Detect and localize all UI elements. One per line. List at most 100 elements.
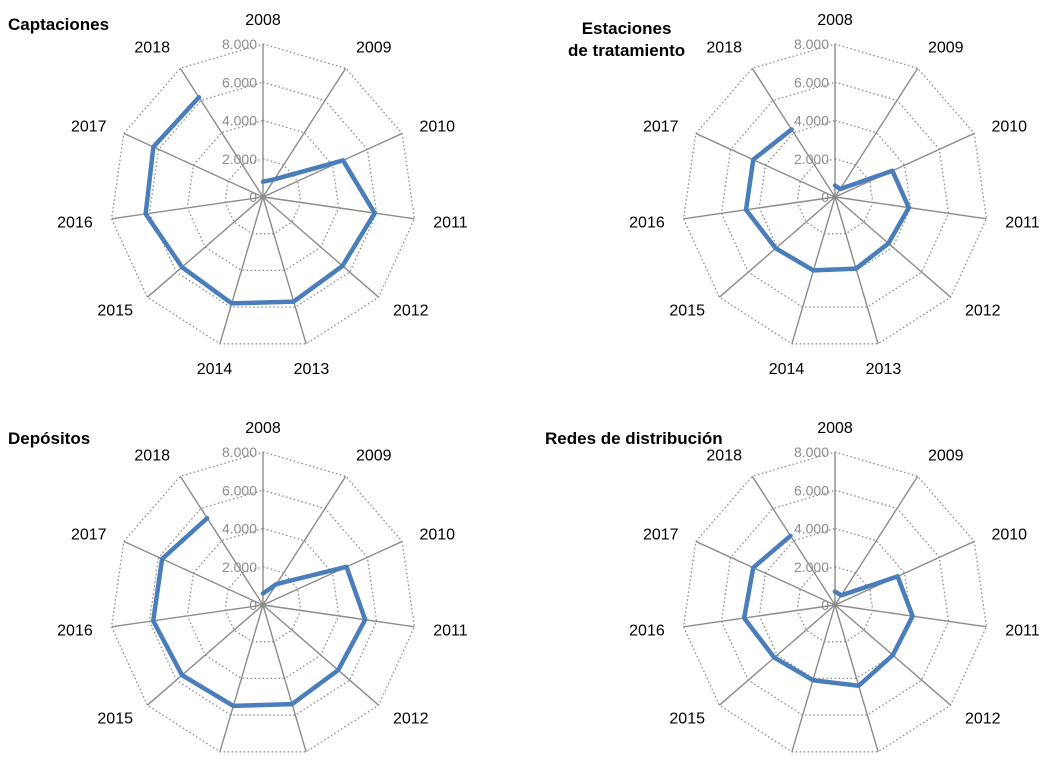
axis-spoke (179, 475, 264, 606)
axis-spoke (834, 540, 975, 606)
grid-ring (148, 489, 378, 716)
category-label: 2015 (669, 303, 705, 320)
category-label: 2008 (817, 420, 853, 437)
grid-ring (186, 527, 340, 680)
category-label: 2017 (643, 527, 679, 544)
category-label: 2015 (97, 303, 133, 320)
axis-spoke (111, 196, 264, 220)
tick-label: 4.000 (222, 113, 257, 129)
category-label: 2018 (706, 39, 742, 56)
tick-label: 0 (249, 189, 257, 205)
category-label: 2010 (419, 119, 455, 136)
category-label: 2012 (393, 711, 429, 728)
category-label: 2018 (134, 39, 170, 56)
category-label: 2016 (57, 622, 93, 639)
tick-label: 6.000 (794, 74, 829, 90)
axis-spoke (262, 604, 307, 752)
axis-spoke (123, 540, 264, 606)
axis-spoke (219, 604, 264, 752)
category-label: 2011 (433, 214, 468, 231)
tick-label: 0 (249, 597, 257, 613)
category-label: 2013 (866, 361, 902, 378)
category-label: 2009 (928, 447, 964, 464)
axis-spoke (834, 475, 919, 606)
category-label: 2008 (245, 420, 281, 437)
tick-label: 6.000 (222, 482, 257, 498)
axis-spoke (262, 67, 347, 198)
tick-label: 8.000 (794, 36, 829, 52)
tick-label: 4.000 (794, 521, 829, 537)
category-label: 2010 (991, 527, 1027, 544)
axis-spoke (751, 475, 836, 606)
category-label: 2009 (928, 39, 964, 56)
tick-label: 4.000 (794, 113, 829, 129)
category-label: 2017 (643, 119, 679, 136)
axis-spoke (834, 196, 952, 298)
axis-spoke (834, 132, 975, 198)
grid-ring (758, 527, 912, 680)
category-label: 2017 (71, 527, 107, 544)
axis-spoke (219, 196, 264, 344)
category-label: 2018 (134, 447, 170, 464)
category-label: 2008 (245, 12, 281, 29)
chart-title: Redes de distribución (545, 429, 723, 448)
axis-spoke (146, 604, 264, 706)
category-label: 2012 (965, 711, 1001, 728)
axis-spoke (262, 540, 403, 606)
tick-label: 0 (821, 597, 829, 613)
category-label: 2009 (356, 39, 392, 56)
category-label: 2017 (71, 119, 107, 136)
tick-label: 2.000 (794, 151, 829, 167)
axis-spoke (179, 67, 264, 198)
grid-ring (720, 489, 950, 716)
tick-label: 8.000 (222, 444, 257, 460)
category-label: 2008 (817, 12, 853, 29)
axis-spoke (262, 196, 415, 220)
category-label: 2015 (97, 711, 133, 728)
axis-spoke (683, 196, 836, 220)
chart-title: Depósitos (8, 429, 91, 448)
axis-spoke (718, 604, 836, 706)
grid-ring (186, 119, 340, 272)
category-label: 2014 (769, 361, 805, 378)
category-label: 2012 (393, 303, 429, 320)
axis-spoke (262, 196, 380, 298)
axis-spoke (123, 132, 264, 198)
tick-label: 8.000 (222, 36, 257, 52)
category-label: 2018 (706, 447, 742, 464)
axis-spoke (751, 67, 836, 198)
tick-label: 8.000 (794, 444, 829, 460)
grid-ring (148, 81, 378, 308)
chart-title: Estaciones de tratamiento (568, 19, 686, 60)
tick-label: 6.000 (794, 482, 829, 498)
category-label: 2015 (669, 711, 705, 728)
grid-ring (720, 81, 950, 308)
axis-spoke (683, 604, 836, 628)
axis-spoke (695, 540, 836, 606)
axis-spoke (111, 604, 264, 628)
category-label: 2016 (629, 622, 665, 639)
tick-label: 4.000 (222, 521, 257, 537)
category-label: 2011 (1005, 214, 1040, 231)
category-label: 2016 (629, 214, 665, 231)
axis-spoke (146, 196, 264, 298)
tick-label: 2.000 (794, 559, 829, 575)
tick-label: 0 (821, 189, 829, 205)
category-label: 2011 (433, 622, 468, 639)
category-label: 2013 (294, 361, 330, 378)
category-label: 2011 (1005, 622, 1040, 639)
tick-label: 2.000 (222, 559, 257, 575)
category-label: 2010 (419, 527, 455, 544)
category-label: 2016 (57, 214, 93, 231)
axis-spoke (834, 604, 879, 752)
category-label: 2014 (197, 361, 233, 378)
axis-spoke (262, 604, 415, 628)
tick-label: 2.000 (222, 151, 257, 167)
category-label: 2010 (991, 119, 1027, 136)
axis-spoke (695, 132, 836, 198)
axis-spoke (834, 67, 919, 198)
